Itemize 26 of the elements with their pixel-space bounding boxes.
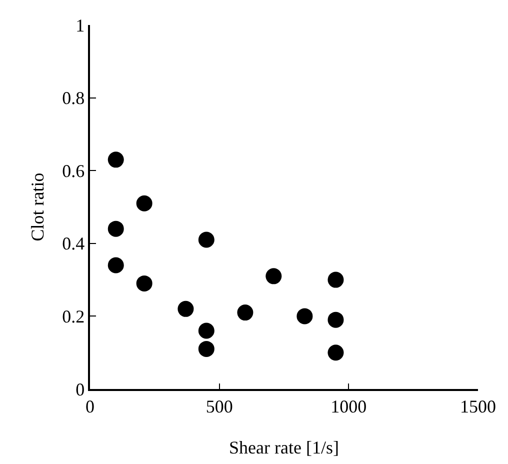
- point: [108, 257, 124, 274]
- point: [108, 220, 124, 237]
- y-tick-label: 0.6: [62, 160, 85, 181]
- y-tick-label: 1: [76, 15, 85, 36]
- y-axis-title: Clot ratio: [28, 172, 48, 242]
- x-tick-label: 500: [206, 396, 233, 416]
- point: [136, 195, 152, 212]
- x-axis-title: Shear rate [1/s]: [229, 438, 339, 458]
- point: [237, 304, 254, 321]
- y-tick-label: 0: [76, 379, 85, 400]
- point: [198, 322, 214, 339]
- point: [266, 268, 282, 284]
- point: [328, 344, 344, 361]
- point: [108, 152, 124, 168]
- point: [198, 340, 214, 357]
- point: [198, 232, 214, 248]
- point: [328, 312, 344, 328]
- point: [178, 300, 194, 317]
- y-tick-label: 0.2: [62, 306, 85, 326]
- point: [296, 308, 313, 324]
- point: [136, 275, 152, 292]
- y-tick-label: 0.8: [62, 88, 85, 108]
- point: [328, 272, 344, 288]
- y-tick-label: 0.4: [62, 234, 85, 254]
- x-tick-label: 1500: [460, 396, 496, 416]
- x-tick-label: 1000: [330, 396, 367, 416]
